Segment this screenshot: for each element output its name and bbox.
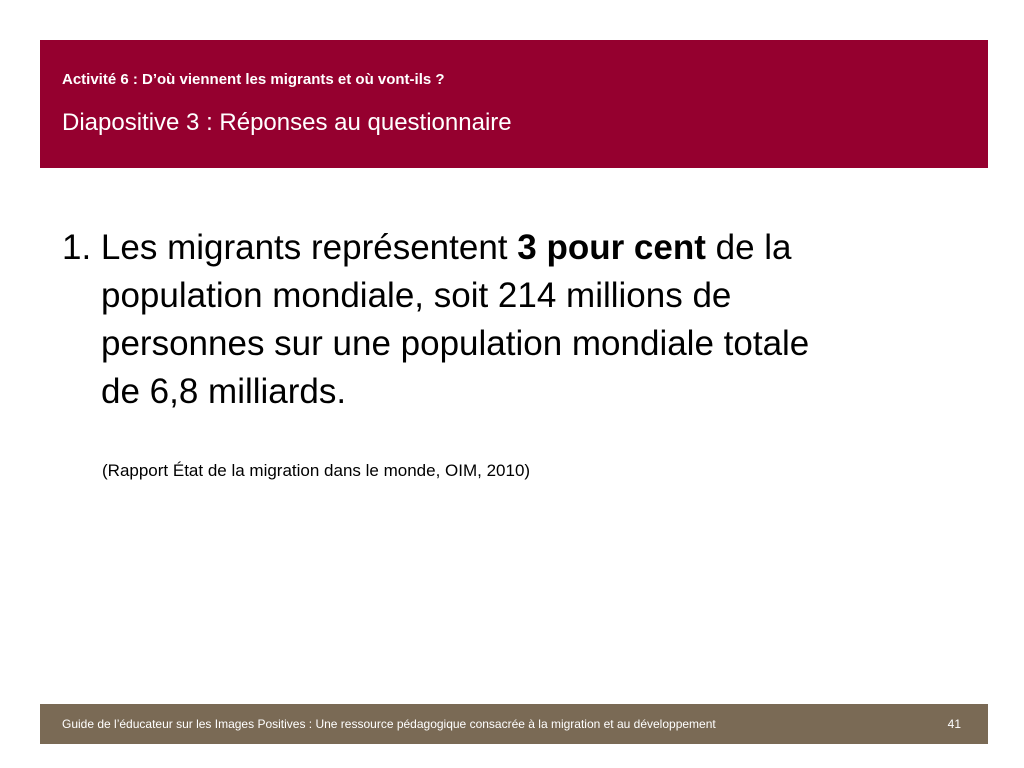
answer-line-1-end: de la: [705, 228, 792, 267]
source-citation: (Rapport État de la migration dans le mo…: [102, 461, 531, 480]
answer-line-1: 1. Les migrants représentent 3 pour cent…: [62, 224, 942, 272]
answer-line-4: de 6,8 milliards.: [101, 372, 347, 411]
page-number: 41: [947, 717, 961, 731]
answer-text: 1. Les migrants représentent 3 pour cent…: [62, 224, 942, 416]
slide-title: Diapositive 3 : Réponses au questionnair…: [62, 109, 512, 136]
answer-line-2: population mondiale, soit 214 millions d…: [101, 276, 732, 315]
slide-footer: Guide de l’éducateur sur les Images Posi…: [40, 704, 988, 744]
answer-emphasis: 3 pour cent: [517, 228, 706, 267]
answer-line-3: personnes sur une population mondiale to…: [101, 324, 810, 363]
footer-guide-title: Guide de l’éducateur sur les Images Posi…: [62, 717, 716, 731]
slide-header: Activité 6 : D’où viennent les migrants …: [40, 40, 988, 168]
answer-line-1-start: 1. Les migrants représentent: [62, 228, 518, 267]
activity-title: Activité 6 : D’où viennent les migrants …: [62, 71, 445, 88]
